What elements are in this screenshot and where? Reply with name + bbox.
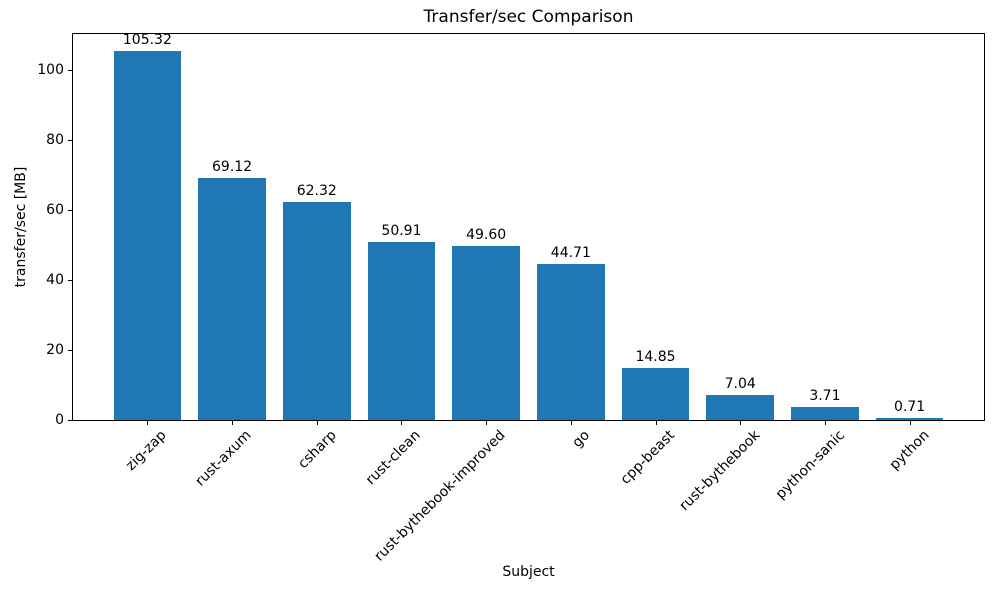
x-tick-label: rust-bythebook (676, 427, 763, 515)
y-tick (68, 209, 72, 211)
bar (452, 246, 521, 420)
bar-value-label: 49.60 (466, 227, 507, 244)
bar (367, 241, 436, 420)
x-tick (655, 421, 657, 425)
x-tick-label: rust-axum (192, 427, 255, 490)
x-tick-label: zig-zap (123, 427, 170, 474)
x-tick (824, 421, 826, 425)
x-tick (401, 421, 403, 425)
x-tick-label: python (886, 427, 933, 474)
x-tick (316, 421, 318, 425)
x-tick (740, 421, 742, 425)
bar-value-label: 62.32 (296, 182, 337, 199)
bar (198, 178, 266, 420)
bar-value-label: 0.71 (894, 398, 926, 415)
y-tick-label: 100 (37, 61, 64, 78)
x-tick (147, 421, 149, 425)
x-tick-label: rust-clean (363, 427, 425, 489)
bar (875, 417, 944, 420)
y-tick (68, 349, 72, 351)
plot-area (72, 33, 985, 421)
bar (113, 51, 182, 420)
y-tick (68, 69, 72, 71)
x-tick (232, 421, 234, 425)
bar-value-label: 14.85 (635, 349, 676, 366)
bar-value-label: 105.32 (122, 32, 172, 49)
bar (791, 407, 859, 420)
x-tick-label: python-sanic (772, 427, 848, 503)
bar-value-label: 3.71 (809, 388, 841, 404)
y-tick-label: 80 (46, 131, 64, 148)
x-tick-label: csharp (294, 427, 340, 472)
bar-value-label: 50.91 (381, 222, 422, 239)
bar-value-label: 7.04 (724, 376, 756, 393)
y-tick (68, 139, 72, 141)
bar (282, 201, 351, 420)
bar-value-label: 44.71 (550, 244, 591, 261)
x-tick-label: go (569, 427, 594, 451)
y-tick-label: 60 (46, 201, 64, 218)
y-tick (68, 420, 72, 421)
x-tick (486, 421, 488, 425)
x-axis-label: Subject (502, 564, 555, 580)
x-tick-label: cpp-beast (617, 427, 679, 488)
x-tick (909, 421, 911, 425)
y-tick (68, 279, 72, 281)
y-tick-label: 40 (46, 271, 64, 288)
bar (706, 395, 775, 420)
x-tick (570, 421, 572, 425)
chart-title: Transfer/sec Comparison (423, 7, 634, 27)
bar-value-label: 69.12 (212, 159, 253, 176)
y-tick-label: 20 (46, 341, 64, 358)
y-tick-label: 0 (55, 412, 64, 428)
bar (621, 368, 690, 420)
y-axis-label: transfer/sec [MB] (13, 166, 29, 288)
bar (536, 263, 605, 420)
